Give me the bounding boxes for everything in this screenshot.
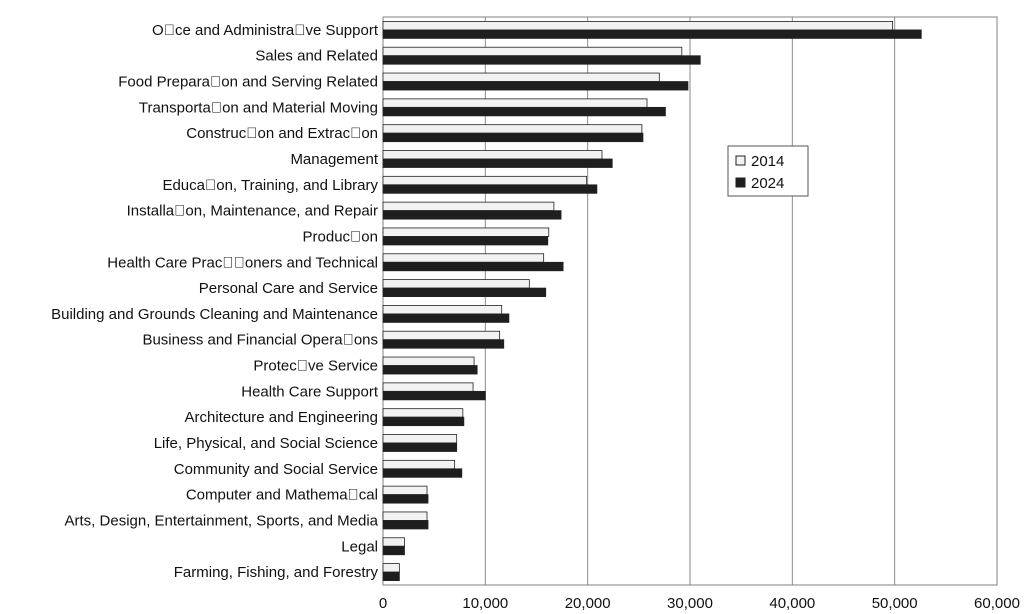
bar-2024 — [382, 494, 429, 504]
bar-2014 — [382, 253, 545, 263]
bar-2024 — [382, 365, 478, 375]
category-label: Computer and Mathemacal — [186, 487, 378, 504]
category-label: Installaon, Maintenance, and Repair — [127, 203, 378, 220]
category-label: Legal — [341, 538, 378, 555]
category-label: Business and Financial Operaons — [142, 332, 378, 349]
bar-2024 — [382, 313, 510, 323]
bar-2024 — [382, 132, 644, 143]
bar-2014 — [382, 563, 400, 573]
bar-2024 — [382, 55, 701, 65]
bar-2014 — [382, 279, 530, 289]
bar-2014 — [382, 459, 456, 470]
bar-2014 — [382, 330, 501, 341]
bar-2014 — [382, 201, 555, 212]
bar-2024 — [382, 520, 429, 530]
bar-2014 — [382, 434, 458, 444]
category-label: Personal Care and Service — [199, 280, 378, 297]
legend-swatch-2014 — [735, 155, 746, 166]
bar-2014 — [382, 227, 550, 237]
legend-box — [727, 145, 809, 197]
x-tick-label: 20,000 — [565, 595, 611, 612]
x-tick-label: 50,000 — [872, 595, 918, 612]
x-tick-label: 40,000 — [769, 595, 815, 612]
category-label: Protecve Service — [253, 358, 378, 375]
category-label: Life, Physical, and Social Science — [154, 435, 378, 452]
bars — [382, 21, 922, 581]
category-label: Building and Grounds Cleaning and Mainte… — [51, 306, 378, 323]
bar-2024 — [382, 416, 465, 427]
bar-2024 — [382, 236, 549, 246]
bar-2024 — [382, 545, 405, 556]
category-label: Health Care Support — [241, 383, 379, 400]
x-tick-label: 0 — [379, 595, 387, 612]
bar-2024 — [382, 261, 564, 272]
bar-2014 — [382, 511, 428, 521]
category-label: Food Preparaon and Serving Related — [118, 74, 378, 91]
category-label: Management — [290, 151, 378, 168]
category-label: Oce and Administrave Support — [152, 22, 379, 39]
x-tick-labels: 0 10,000 20,000 30,000 40,000 50,000 60,000 — [379, 595, 1020, 612]
category-label: Construcon and Extracon — [186, 125, 378, 142]
bar-2014 — [382, 46, 683, 57]
bar-2024 — [382, 106, 666, 117]
bar-2014 — [382, 175, 588, 186]
bar-2014 — [382, 305, 503, 315]
category-label: Farming, Fishing, and Forestry — [174, 564, 379, 581]
bar-2024 — [382, 442, 458, 452]
bar-2014 — [382, 98, 648, 108]
category-labels: Oce and Administrave Support Sales and … — [51, 22, 379, 581]
category-label: Health Care Praconers and Technical — [107, 254, 378, 271]
bar-2024 — [382, 287, 547, 297]
x-tick-label: 60,000 — [974, 595, 1020, 612]
bar-2024 — [382, 339, 505, 349]
bar-2014 — [382, 150, 603, 160]
category-label: Sales and Related — [255, 48, 378, 65]
bar-2014 — [382, 72, 660, 82]
bar-2014 — [382, 537, 405, 547]
bar-2014 — [382, 485, 428, 496]
category-label: Educaon, Training, and Library — [162, 177, 378, 194]
category-label: Community and Social Service — [174, 461, 378, 478]
bar-2024 — [382, 81, 689, 91]
category-label: Architecture and Engineering — [185, 409, 378, 426]
bar-2024 — [382, 571, 400, 581]
legend-swatch-2024 — [735, 177, 746, 188]
bar-2014 — [382, 382, 474, 392]
bar-2014 — [382, 356, 475, 366]
bar-2014 — [382, 124, 643, 134]
category-label: Transportaon and Material Moving — [139, 99, 378, 116]
bar-2024 — [382, 468, 463, 478]
bar-2024 — [382, 210, 562, 220]
legend-label-2024: 2024 — [751, 175, 784, 192]
bar-2014 — [382, 408, 464, 418]
bar-2024 — [382, 184, 598, 194]
legend: 2014 2024 — [727, 145, 809, 197]
bar-2024 — [382, 390, 486, 401]
category-label: Arts, Design, Entertainment, Sports, and… — [65, 512, 379, 529]
bar-2024 — [382, 158, 613, 168]
bar-2014 — [382, 21, 894, 31]
bar-2024 — [382, 29, 922, 39]
legend-label-2014: 2014 — [751, 153, 784, 170]
category-label: Producon — [303, 228, 378, 245]
x-tick-label: 10,000 — [462, 595, 508, 612]
x-tick-label: 30,000 — [667, 595, 713, 612]
